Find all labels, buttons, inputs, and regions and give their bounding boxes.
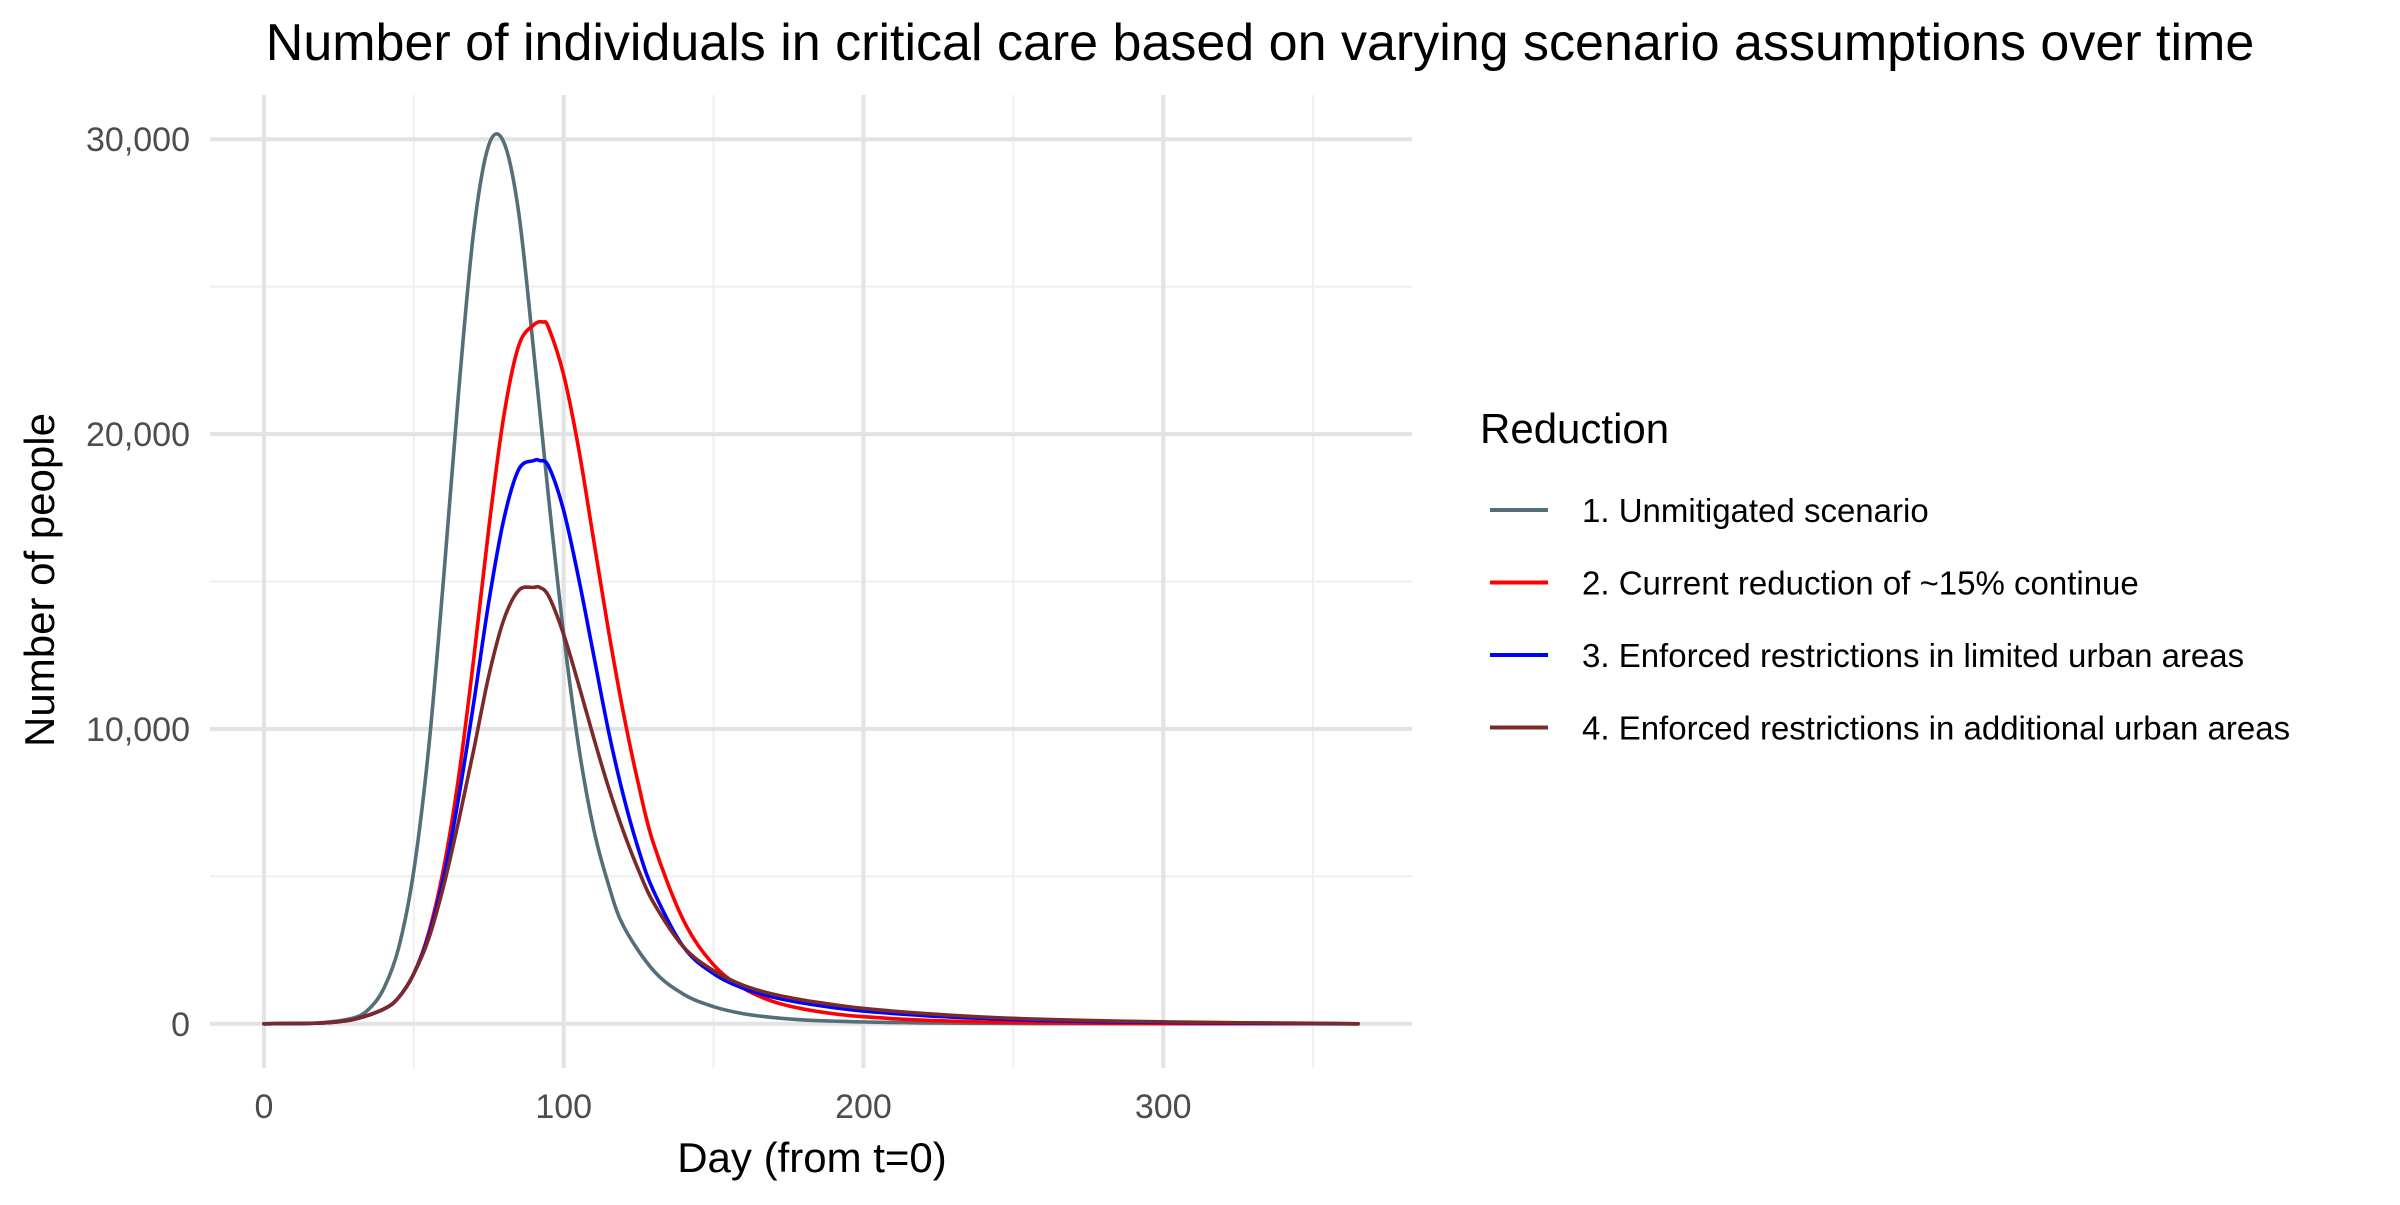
y-axis-title: Number of people bbox=[16, 413, 63, 747]
legend-label: 1. Unmitigated scenario bbox=[1582, 492, 1929, 529]
legend-item-4: 4. Enforced restrictions in additional u… bbox=[1490, 710, 2290, 747]
legend-item-3: 3. Enforced restrictions in limited urba… bbox=[1490, 637, 2244, 674]
legend-label: 2. Current reduction of ~15% continue bbox=[1582, 565, 2139, 602]
series-line-2 bbox=[262, 319, 1360, 1026]
legend-item-1: 1. Unmitigated scenario bbox=[1490, 492, 1929, 529]
x-tick-label: 100 bbox=[535, 1088, 592, 1126]
legend-label: 3. Enforced restrictions in limited urba… bbox=[1582, 637, 2244, 674]
y-tick-label: 20,000 bbox=[86, 416, 190, 454]
x-tick-label: 300 bbox=[1135, 1088, 1192, 1126]
legend-label: 4. Enforced restrictions in additional u… bbox=[1582, 710, 2290, 747]
series-line-1 bbox=[262, 132, 1360, 1026]
series-line-4 bbox=[262, 584, 1360, 1026]
legend-item-2: 2. Current reduction of ~15% continue bbox=[1490, 565, 2139, 602]
y-axis-ticks: 0 10,000 20,000 30,000 bbox=[86, 121, 190, 1044]
y-tick-label: 0 bbox=[171, 1006, 190, 1044]
x-axis-ticks: 0 100 200 300 bbox=[254, 1088, 1191, 1126]
y-tick-label: 10,000 bbox=[86, 711, 190, 749]
y-tick-label: 30,000 bbox=[86, 121, 190, 159]
chart-title: Number of individuals in critical care b… bbox=[266, 14, 2254, 72]
legend-title: Reduction bbox=[1480, 405, 1669, 452]
grid-layer bbox=[210, 95, 1412, 1068]
x-tick-label: 0 bbox=[254, 1088, 273, 1126]
series-layer bbox=[262, 132, 1360, 1026]
legend: Reduction 1. Unmitigated scenario 2. Curr… bbox=[1480, 405, 2290, 747]
x-tick-label: 200 bbox=[835, 1088, 892, 1126]
x-axis-title: Day (from t=0) bbox=[677, 1134, 947, 1181]
legend-items: 1. Unmitigated scenario 2. Current reduct… bbox=[1490, 492, 2290, 747]
